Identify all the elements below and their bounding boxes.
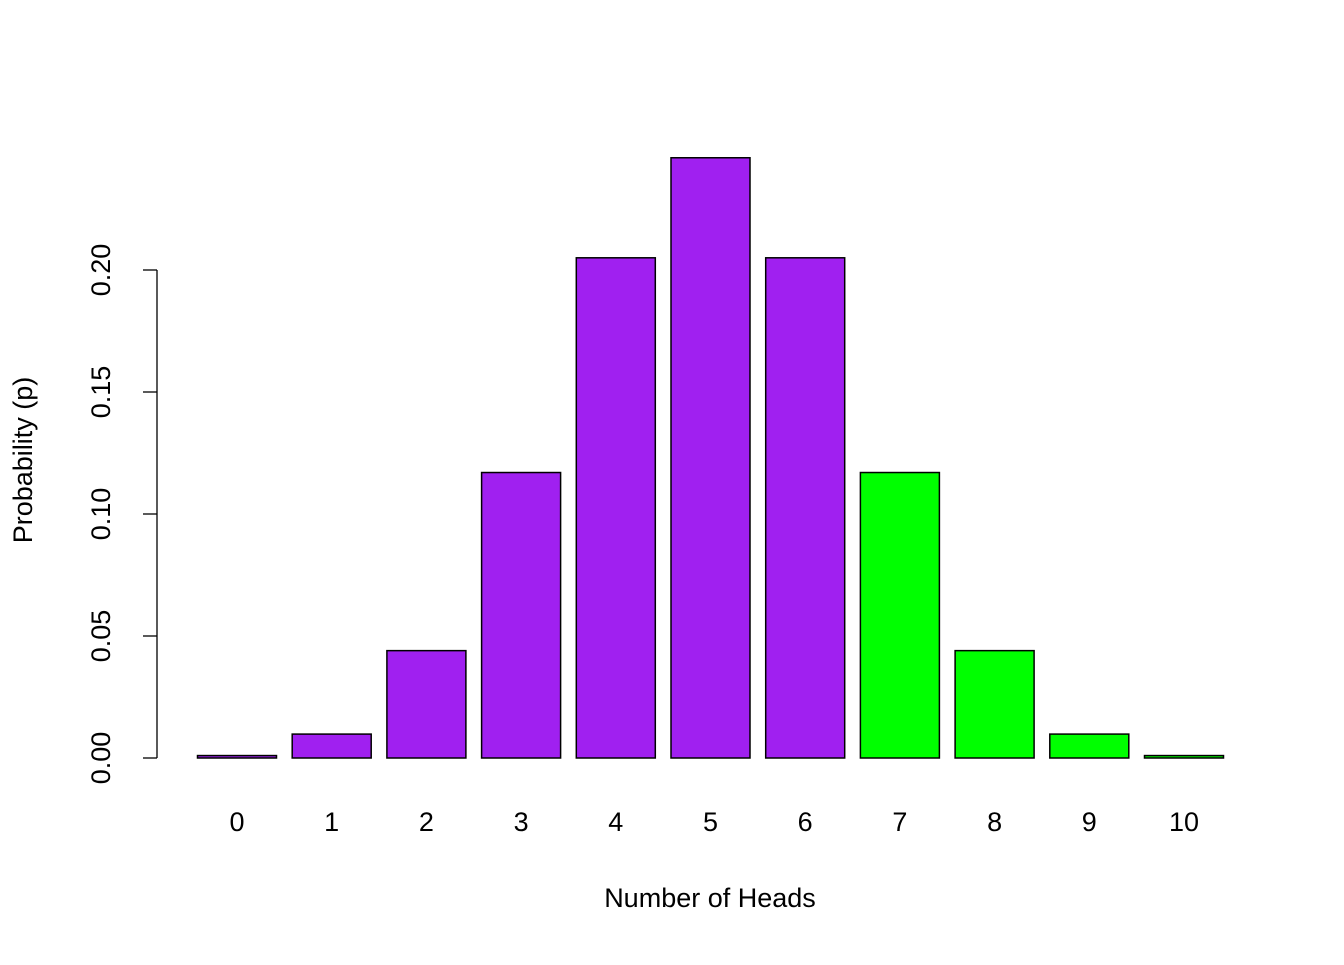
- y-tick-label: 0.05: [86, 610, 116, 663]
- x-tick-label: 7: [892, 807, 907, 837]
- bar: [859, 471, 941, 759]
- bar: [1049, 733, 1130, 759]
- bar: [196, 754, 278, 759]
- x-tick-label: 10: [1169, 807, 1199, 837]
- bar: [1143, 754, 1225, 759]
- y-axis-label: Probability (p): [8, 377, 38, 544]
- y-tick-label: 0.20: [86, 244, 116, 297]
- bar: [291, 733, 372, 759]
- x-tick-label: 8: [987, 807, 1002, 837]
- x-tick-label: 2: [419, 807, 434, 837]
- x-tick-label: 9: [1082, 807, 1097, 837]
- y-tick-label: 0.00: [86, 732, 116, 785]
- bar: [575, 257, 657, 759]
- x-tick-label: 5: [703, 807, 718, 837]
- bar: [386, 649, 467, 759]
- bar: [954, 649, 1035, 759]
- y-tick-label: 0.15: [86, 366, 116, 419]
- bar: [480, 471, 562, 759]
- y-tick-label: 0.10: [86, 488, 116, 541]
- x-tick-label: 1: [324, 807, 339, 837]
- x-tick-label: 4: [608, 807, 623, 837]
- bar: [670, 157, 751, 759]
- bar: [764, 257, 846, 759]
- x-tick-label: 6: [798, 807, 813, 837]
- x-tick-label: 3: [514, 807, 529, 837]
- x-tick-label: 0: [229, 807, 244, 837]
- x-axis-label: Number of Heads: [604, 883, 816, 913]
